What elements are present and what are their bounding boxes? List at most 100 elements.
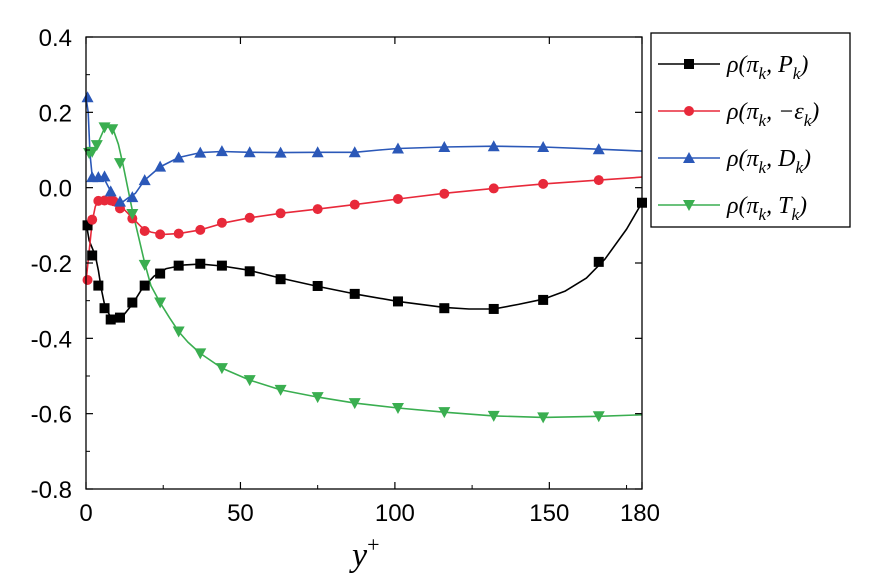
series-triangle-up-point [348,146,361,158]
plot-area-frame [85,36,643,490]
series-triangle-up-point [487,140,500,152]
series-triangle-up-point [592,143,605,155]
series-triangle-up-point [98,170,111,182]
series-square-point [275,274,286,285]
legend-triangle-up-label: ρ(πk, Dk) [726,146,811,177]
series-circle-point [312,204,323,215]
series-square-point [593,256,604,267]
series-triangle-down-point [592,411,605,423]
legend-triangle-down-marker [683,200,695,211]
series-circle-point [82,274,93,285]
y-tick-label: -0.6 [31,402,72,429]
series-square-point [392,296,403,307]
x-axis-title: y+ [349,532,380,574]
series-triangle-up-point [81,91,94,103]
y-tick-label: -0.2 [31,251,72,278]
series-triangle-up-point [194,146,207,158]
x-axis-title-superscript: + [367,532,379,557]
series-triangle-down-point [487,410,500,422]
series-circle-point [275,208,286,219]
series-triangle-down-point [311,392,324,404]
series-triangle-up-point [104,185,117,197]
series-triangle-up-point [537,140,550,152]
series-circle-point [87,214,98,225]
legend: ρ(πk, Pk) ρ(πk, −εk) ρ(πk, Dk) ρ(πk, Tk) [650,32,851,228]
series-square-point [93,280,104,291]
series-circle-point [139,225,150,236]
x-tick-label: 180 [620,500,660,527]
series-circle-point [173,228,184,239]
series-triangle-up-point [215,145,228,157]
series-triangle-down-point [126,209,139,221]
series-circle-point [155,229,166,240]
series-circle-point [538,178,549,189]
series-square-point [127,297,138,308]
series-triangle-down-point [438,407,451,419]
series-triangle-down-point [90,140,103,152]
series-square-point [349,288,360,299]
series-triangle-up-line [86,97,642,203]
series-square-point [312,280,323,291]
series-triangle-down-point [348,398,361,410]
series-circle-point [244,212,255,223]
series-square-point [87,250,98,261]
legend-triangle-down-label: ρ(πk, Tk) [726,193,807,224]
legend-triangle-up-marker [683,152,695,163]
series-square-point [139,280,150,291]
series-square-point [114,312,125,323]
series-triangle-down-point [113,158,126,170]
series-triangle-down-point [243,375,256,387]
series-square-point [488,303,499,314]
series-triangle-down-point [391,403,404,415]
series-circle-point [488,183,499,194]
series-triangle-up-point [311,146,324,158]
legend-square-label: ρ(πk, Pk) [726,52,808,83]
x-tick-label: 150 [529,500,569,527]
y-tick-label: -0.4 [31,326,72,353]
series-square-point [173,260,184,271]
series-square-point [105,314,116,325]
series-square-point [155,268,166,279]
series-triangle-down-point [106,124,119,136]
x-tick-label: 50 [227,500,254,527]
series-square-point [99,303,110,314]
y-tick-label: 0.2 [39,100,72,127]
series-triangle-up-point [113,195,126,207]
series-triangle-up-point [391,142,404,154]
x-tick-label: 0 [79,500,92,527]
series-triangle-down-line [86,125,642,419]
series-circle-point [195,224,206,235]
y-tick-label: 0.4 [39,25,72,52]
series-triangle-down-point [172,326,185,338]
series-circle-point [216,217,227,228]
marker-layer [81,91,647,424]
legend-square-marker [684,59,694,69]
legend-circle-label: ρ(πk, −εk) [726,99,819,130]
series-circle-point [439,188,450,199]
series-square-point [244,266,255,277]
x-tick-label: 100 [375,500,415,527]
series-triangle-up-point [243,146,256,158]
series-layer [86,97,642,419]
series-triangle-up-point [172,151,185,163]
series-triangle-down-point [154,297,167,309]
series-circle-point [593,175,604,186]
legend-circle-marker [684,106,694,116]
series-triangle-up-point [274,146,287,158]
series-circle-point [349,199,360,210]
series-square-point [195,258,206,269]
series-triangle-down-point [138,259,151,271]
y-tick-label: 0.0 [39,176,72,203]
axes: 0 50 100 150 180 0.4 0.2 0.0 -0.2 -0.4 -0.6 -0.8 [31,25,660,527]
series-square-point [439,303,450,314]
series-triangle-down-point [537,412,550,424]
y-tick-label: -0.8 [31,477,72,504]
x-axis-title-base: y [349,537,368,574]
series-triangle-down-point [274,384,287,396]
series-square-point [538,294,549,305]
series-triangle-up-point [138,174,151,186]
series-triangle-up-point [126,191,139,203]
series-circle-line [86,176,642,282]
series-triangle-down-point [215,363,228,375]
